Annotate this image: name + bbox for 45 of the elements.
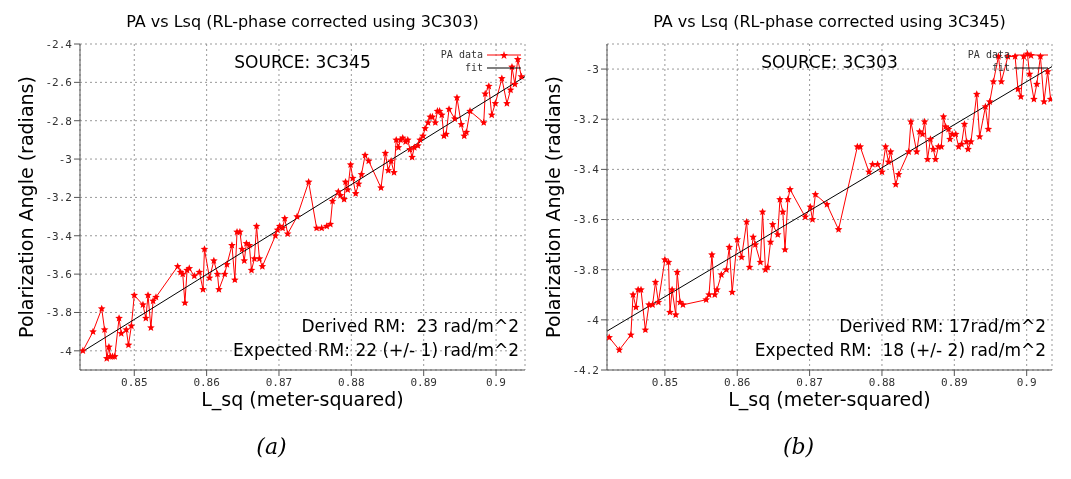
x-tick-label: 0.86 <box>193 375 220 389</box>
y-tick-label: -3.4 <box>45 229 73 243</box>
x-axis-title: L_sq (meter-squared) <box>201 388 404 411</box>
x-tick-label: 0.88 <box>338 375 365 389</box>
x-tick-label: 0.85 <box>121 375 148 389</box>
y-tick-label: -4 <box>58 344 73 358</box>
annotation: Derived RM: 23 rad/m^2 <box>301 316 519 336</box>
x-axis-title: L_sq (meter-squared) <box>728 388 931 411</box>
legend-label: PA data <box>967 48 1010 61</box>
y-tick-label: -3 <box>58 152 72 166</box>
y-tick-label: -4.2 <box>572 363 599 377</box>
y-tick-label: -3.4 <box>572 163 600 177</box>
chart-title: PA vs Lsq (RL-phase corrected using 3C303) <box>125 12 480 31</box>
annotation: SOURCE: 3C345 <box>233 52 372 72</box>
x-tick-label: 0.89 <box>941 375 968 389</box>
y-tick-label: -2.4 <box>45 37 73 51</box>
x-tick-label: 0.9 <box>486 375 506 389</box>
y-axis-title: Polarization Angle (radians) <box>14 76 37 338</box>
x-tick-label: 0.86 <box>723 375 751 389</box>
annotation: Expected RM: 22 (+/- 1) rad/m^2 <box>233 340 519 360</box>
y-tick-label: -3.2 <box>572 113 599 127</box>
text: (a) <box>255 434 288 459</box>
annotation: SOURCE: 3C303 <box>760 52 899 72</box>
y-axis-title: Polarization Angle (radians) <box>541 76 564 338</box>
x-tick-label: 0.85 <box>651 375 679 389</box>
annotation: Expected RM: 18 (+/- 2) rad/m^2 <box>754 340 1046 360</box>
legend-label: PA data <box>440 48 483 61</box>
y-tick-label: -3.2 <box>45 191 72 205</box>
y-tick-label: -4 <box>585 313 600 327</box>
y-tick-label: -3.6 <box>45 268 72 282</box>
y-tick-label: -3.8 <box>45 306 72 320</box>
y-tick-label: -2.8 <box>45 114 72 128</box>
annotation: Derived RM: 17rad/m^2 <box>839 316 1046 336</box>
x-tick-label: 0.87 <box>265 375 293 389</box>
y-tick-label: -3.6 <box>572 213 599 227</box>
text: (b) <box>781 434 816 459</box>
x-tick-label: 0.89 <box>410 375 437 389</box>
y-tick-label: -3 <box>585 62 599 76</box>
chart-title: PA vs Lsq (RL-phase corrected using 3C345) <box>652 12 1007 31</box>
legend-label: fit <box>464 61 483 74</box>
x-tick-label: 0.87 <box>796 375 823 389</box>
x-tick-label: 0.88 <box>868 375 896 389</box>
y-tick-label: -3.8 <box>572 263 599 277</box>
y-tick-label: -2.6 <box>45 76 72 90</box>
x-tick-label: 0.9 <box>1016 375 1037 389</box>
